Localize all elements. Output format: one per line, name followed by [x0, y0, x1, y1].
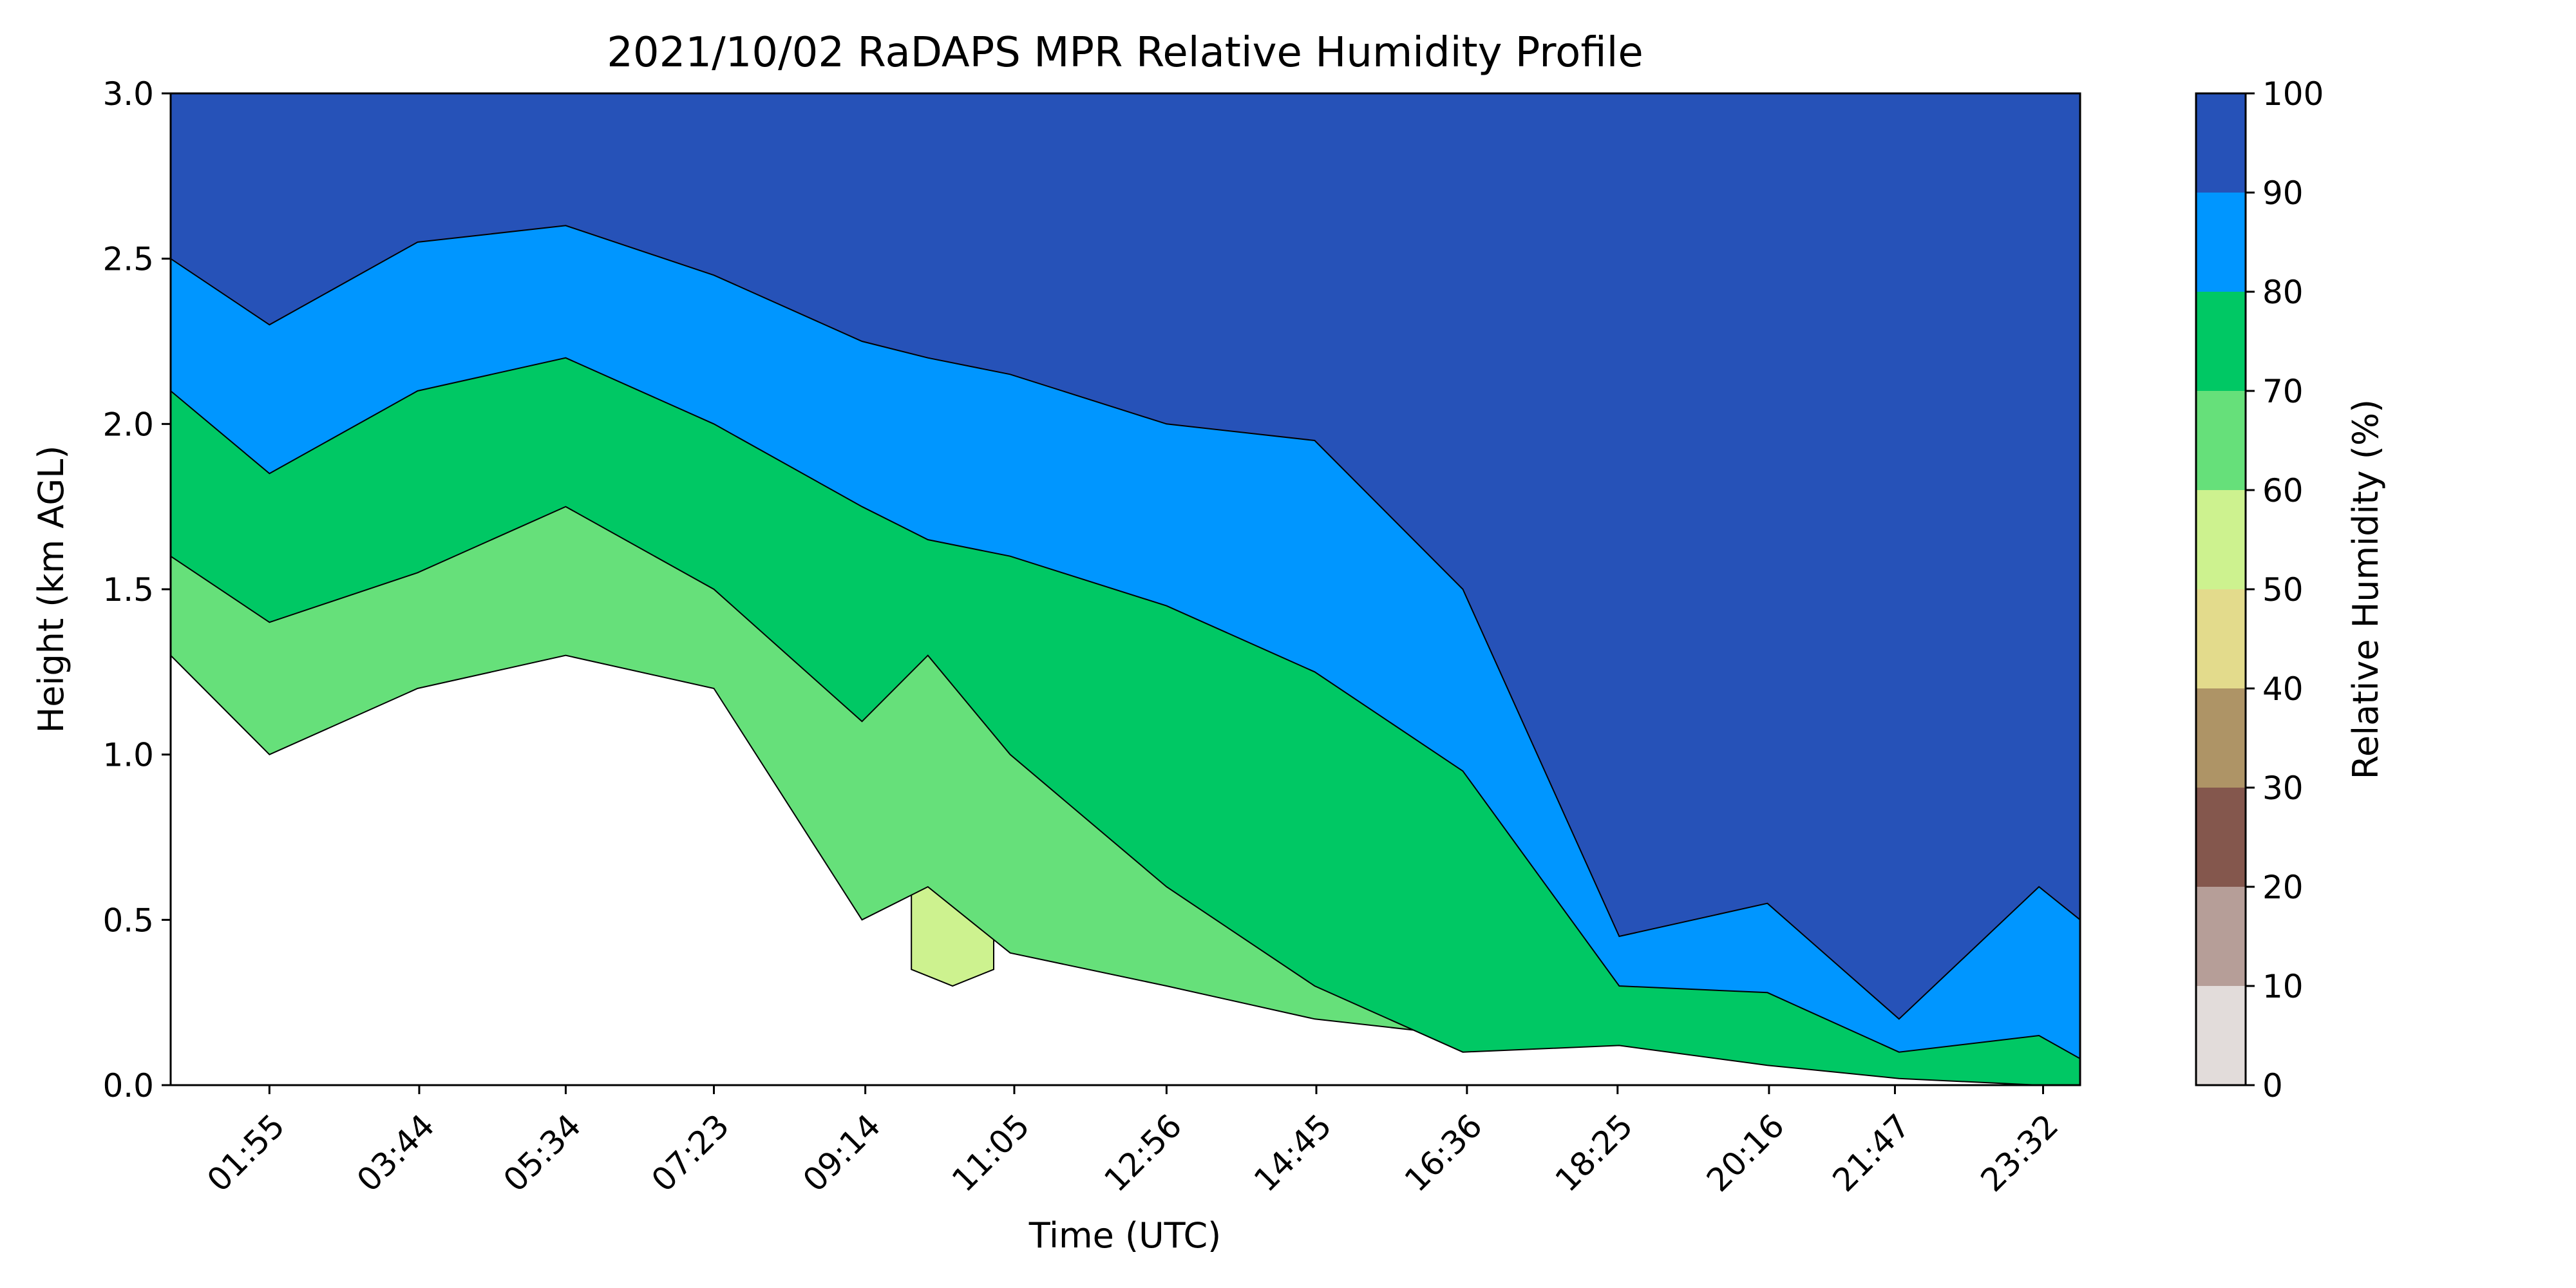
colorbar-tick-label: 60: [2262, 472, 2304, 509]
colorbar-segment: [2196, 93, 2246, 193]
x-tick-label: 23:32: [1974, 1107, 2066, 1199]
x-tick-label: 03:44: [350, 1107, 442, 1199]
x-tick-label: 09:14: [796, 1107, 888, 1199]
colorbar-segment: [2196, 788, 2246, 887]
y-tick-label: 2.0: [102, 406, 154, 443]
x-tick-label: 16:36: [1397, 1107, 1490, 1199]
colorbar-tick-label: 10: [2262, 968, 2304, 1005]
colorbar-tick-label: 90: [2262, 175, 2304, 212]
colorbar-segment: [2196, 589, 2246, 688]
x-tick-label: 14:45: [1247, 1107, 1339, 1199]
y-tick-label: 2.5: [102, 241, 154, 278]
colorbar-segment: [2196, 292, 2246, 391]
x-tick-label: 21:47: [1826, 1107, 1918, 1199]
colorbar-segment: [2196, 490, 2246, 589]
y-tick-label: 3.0: [102, 75, 154, 113]
y-tick-label: 0.5: [102, 902, 154, 939]
x-tick-label: 12:56: [1097, 1107, 1189, 1199]
colorbar-segment: [2196, 688, 2246, 788]
colorbar-segment: [2196, 193, 2246, 292]
plot-area: [171, 93, 2080, 1085]
x-tick-label: 20:16: [1700, 1107, 1792, 1199]
y-axis: 0.0 0.5 1.0 1.5 2.0 2.5 3.0: [102, 75, 171, 1104]
colorbar-tick-label: 50: [2262, 571, 2304, 609]
colorbar-tick-label: 0: [2262, 1067, 2283, 1104]
colorbar-tick-label: 30: [2262, 770, 2304, 807]
colorbar-tick-label: 80: [2262, 274, 2304, 311]
colorbar-segment: [2196, 391, 2246, 490]
colorbar-segment: [2196, 887, 2246, 986]
colorbar-tick-label: 40: [2262, 670, 2304, 708]
x-tick-label: 18:25: [1548, 1107, 1640, 1199]
y-tick-label: 1.0: [102, 737, 154, 774]
y-axis-label: Height (km AGL): [31, 446, 71, 734]
x-tick-label: 01:55: [200, 1107, 292, 1199]
x-axis: 01:55 03:44 05:34 07:23 09:14 11:05 12:56 14:45…: [200, 1085, 2065, 1199]
y-tick-label: 0.0: [102, 1067, 154, 1104]
x-tick-label: 11:05: [945, 1107, 1037, 1199]
colorbar: 0 10 20 30 40 50 60 70 80 90 100: [2195, 75, 2324, 1104]
x-axis-label: Time (UTC): [1028, 1215, 1222, 1256]
colorbar-tick-label: 70: [2262, 373, 2304, 410]
colorbar-label: Relative Humidity (%): [2345, 399, 2386, 779]
colorbar-tick-label: 20: [2262, 869, 2304, 906]
x-tick-label: 07:23: [645, 1107, 737, 1199]
y-tick-label: 1.5: [102, 571, 154, 609]
x-tick-label: 05:34: [497, 1107, 589, 1199]
colorbar-tick-label: 100: [2262, 75, 2324, 113]
colorbar-segment: [2196, 986, 2246, 1085]
contour-band-90-100: [171, 93, 2080, 1020]
chart-title: 2021/10/02 RaDAPS MPR Relative Humidity …: [607, 29, 1643, 77]
